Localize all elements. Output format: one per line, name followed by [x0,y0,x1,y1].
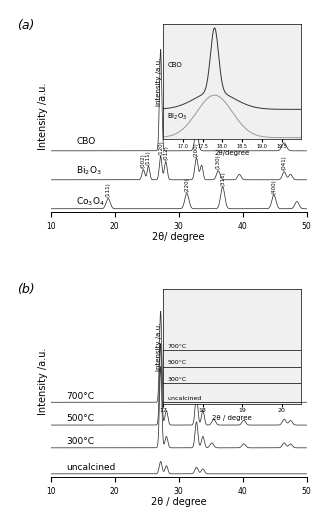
Text: Bi$_2$O$_3$: Bi$_2$O$_3$ [76,164,102,177]
Text: (012): (012) [163,146,168,160]
Text: uncalcined: uncalcined [67,463,116,472]
Text: CBO: CBO [76,137,95,147]
Text: Co$_3$O$_4$: Co$_3$O$_4$ [76,195,105,208]
Text: (220): (220) [184,177,189,192]
X-axis label: 2θ/ degree: 2θ/ degree [152,232,205,243]
Text: (a): (a) [17,18,35,32]
Y-axis label: Intensity /a.u.: Intensity /a.u. [38,347,48,415]
Text: (041): (041) [282,155,287,170]
Text: 500°C: 500°C [67,415,94,423]
Text: (111): (111) [146,150,151,165]
Text: (b): (b) [17,283,35,297]
Text: (400): (400) [271,179,276,193]
Text: 700°C: 700°C [67,392,94,401]
Text: (111): (111) [106,183,111,197]
Text: (311): (311) [220,171,225,186]
Text: 300°C: 300°C [67,437,94,446]
Text: (120): (120) [158,140,163,155]
Text: (002): (002) [141,153,146,168]
X-axis label: 2θ / degree: 2θ / degree [151,497,206,507]
Y-axis label: Intensity /a.u.: Intensity /a.u. [38,83,48,150]
Text: (130): (130) [216,154,221,169]
Text: (200): (200) [194,142,199,156]
